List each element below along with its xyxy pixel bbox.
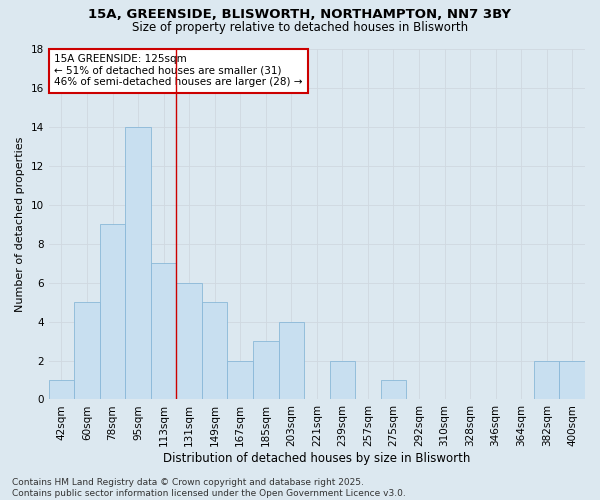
Bar <box>534 360 559 400</box>
Bar <box>202 302 227 400</box>
Bar <box>329 360 355 400</box>
Bar <box>380 380 406 400</box>
Bar <box>125 127 151 400</box>
X-axis label: Distribution of detached houses by size in Blisworth: Distribution of detached houses by size … <box>163 452 470 465</box>
Bar <box>49 380 74 400</box>
Bar <box>253 341 278 400</box>
Bar <box>100 224 125 400</box>
Text: Contains HM Land Registry data © Crown copyright and database right 2025.
Contai: Contains HM Land Registry data © Crown c… <box>12 478 406 498</box>
Text: 15A, GREENSIDE, BLISWORTH, NORTHAMPTON, NN7 3BY: 15A, GREENSIDE, BLISWORTH, NORTHAMPTON, … <box>89 8 511 20</box>
Bar <box>227 360 253 400</box>
Bar <box>151 263 176 400</box>
Bar <box>559 360 585 400</box>
Bar <box>278 322 304 400</box>
Bar <box>74 302 100 400</box>
Y-axis label: Number of detached properties: Number of detached properties <box>15 136 25 312</box>
Text: Size of property relative to detached houses in Blisworth: Size of property relative to detached ho… <box>132 21 468 34</box>
Text: 15A GREENSIDE: 125sqm
← 51% of detached houses are smaller (31)
46% of semi-deta: 15A GREENSIDE: 125sqm ← 51% of detached … <box>54 54 302 88</box>
Bar <box>176 282 202 400</box>
